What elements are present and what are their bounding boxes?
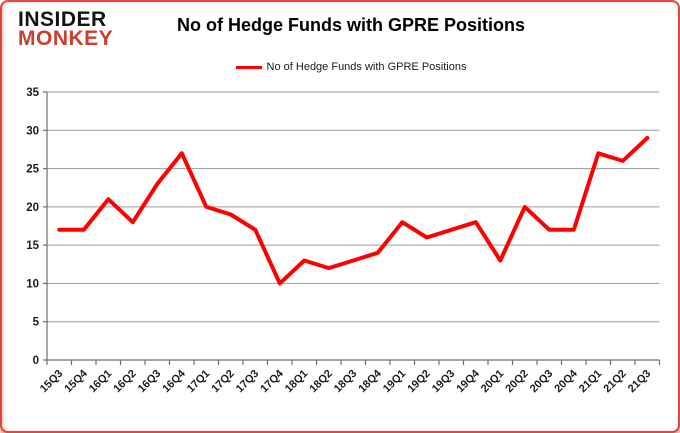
x-tick-label: 21Q2 bbox=[601, 368, 629, 396]
legend-line-swatch-icon bbox=[235, 65, 262, 69]
x-tick-label: 16Q2 bbox=[111, 368, 139, 396]
x-tick-label: 20Q3 bbox=[528, 368, 556, 396]
x-tick-label: 18Q2 bbox=[307, 368, 335, 396]
x-tick-label: 19Q2 bbox=[405, 368, 433, 396]
x-tick-label: 19Q1 bbox=[381, 368, 409, 396]
logo-line-monkey: MONKEY bbox=[18, 27, 114, 50]
y-tick-label: 0 bbox=[33, 355, 39, 367]
y-tick-label: 20 bbox=[26, 202, 39, 214]
x-tick-label: 17Q2 bbox=[209, 368, 237, 396]
chart-title: No of Hedge Funds with GPRE Positions bbox=[176, 15, 525, 35]
x-tick-label: 17Q4 bbox=[258, 367, 286, 395]
chart-legend: No of Hedge Funds with GPRE Positions bbox=[2, 61, 678, 73]
x-tick-label: 15Q3 bbox=[38, 368, 66, 396]
x-tick-label: 17Q1 bbox=[185, 368, 213, 396]
y-tick-label: 15 bbox=[26, 240, 39, 252]
x-tick-label: 18Q1 bbox=[283, 368, 311, 396]
y-tick-label: 5 bbox=[33, 317, 40, 329]
legend-label: No of Hedge Funds with GPRE Positions bbox=[266, 61, 467, 73]
x-tick-label: 15Q4 bbox=[62, 367, 90, 395]
x-tick-label: 19Q4 bbox=[454, 367, 482, 395]
x-tick-label: 17Q3 bbox=[234, 368, 262, 396]
x-tick-label: 20Q1 bbox=[479, 368, 507, 396]
x-tick-label: 18Q4 bbox=[356, 367, 384, 395]
insider-monkey-logo: INSIDER MONKEY bbox=[18, 8, 114, 50]
x-tick-label: 20Q2 bbox=[503, 368, 531, 396]
x-tick-label: 21Q1 bbox=[577, 368, 605, 396]
chart-line bbox=[57, 135, 650, 286]
x-tick-label: 18Q3 bbox=[332, 368, 360, 396]
logo-line-insider: INSIDER bbox=[18, 8, 107, 31]
y-tick-label: 30 bbox=[26, 125, 39, 137]
x-tick-label: 16Q1 bbox=[87, 368, 115, 396]
x-tick-label: 16Q3 bbox=[136, 368, 164, 396]
x-tick-label: 16Q4 bbox=[160, 367, 188, 395]
x-tick-label: 21Q3 bbox=[626, 368, 654, 396]
y-tick-label: 35 bbox=[26, 87, 39, 99]
x-tick-label: 19Q3 bbox=[430, 368, 458, 396]
x-tick-label: 20Q4 bbox=[552, 367, 580, 395]
y-tick-label: 25 bbox=[26, 164, 39, 176]
y-tick-label: 10 bbox=[26, 278, 39, 290]
